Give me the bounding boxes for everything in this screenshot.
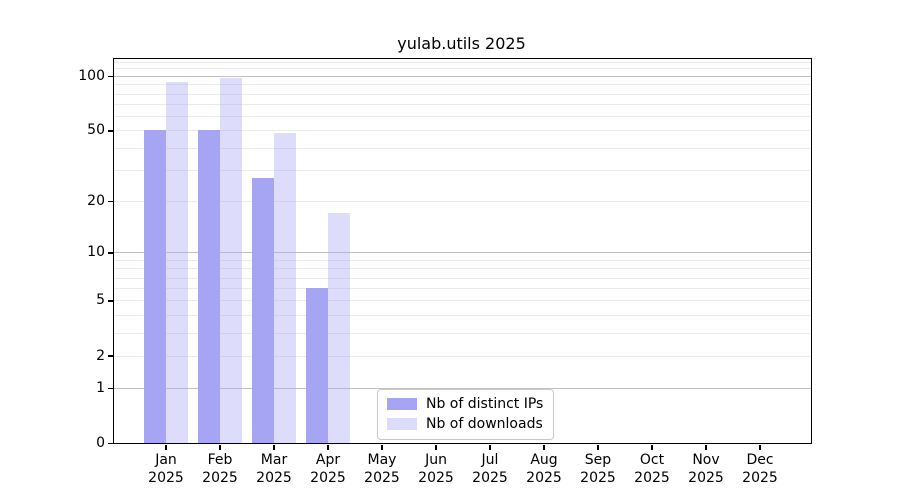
x-tick-label: Dec 2025 <box>742 452 778 486</box>
x-tick-mark <box>327 444 329 450</box>
minor-gridline <box>114 200 811 202</box>
minor-gridline <box>114 268 811 270</box>
minor-gridline <box>114 84 811 86</box>
minor-gridline <box>114 116 811 118</box>
x-tick-mark <box>543 444 545 450</box>
y-tick-mark <box>107 442 114 445</box>
x-tick-label: Jul 2025 <box>472 452 508 486</box>
y-tick-label: 10 <box>87 244 105 261</box>
minor-gridline <box>114 259 811 261</box>
x-tick-label: Feb 2025 <box>202 452 238 486</box>
legend-label-downloads: Nb of downloads <box>426 416 543 432</box>
x-tick-mark <box>219 444 221 450</box>
x-tick-mark <box>435 444 437 450</box>
y-tick-label: 50 <box>87 122 105 139</box>
legend-item-downloads: Nb of downloads <box>387 416 543 432</box>
bar-distinct-ips <box>143 130 166 443</box>
minor-gridline <box>114 130 811 132</box>
minor-gridline <box>114 332 811 334</box>
x-tick-mark <box>165 444 167 450</box>
minor-gridline <box>114 288 811 290</box>
x-tick-label: Apr 2025 <box>310 452 346 486</box>
x-tick-mark <box>597 444 599 450</box>
x-tick-label: Oct 2025 <box>634 452 670 486</box>
minor-gridline <box>114 68 811 70</box>
bar-downloads <box>219 77 242 443</box>
minor-gridline <box>114 61 811 63</box>
x-tick-label: Aug 2025 <box>526 452 562 486</box>
major-gridline <box>114 387 811 389</box>
legend-swatch-downloads <box>387 418 417 430</box>
y-tick-label: 2 <box>96 347 105 364</box>
y-tick-mark <box>107 200 114 203</box>
legend-swatch-distinct-ips <box>387 398 417 410</box>
y-tick-mark <box>107 130 114 132</box>
y-tick-mark <box>107 75 114 78</box>
x-tick-mark <box>489 444 491 450</box>
x-tick-label: Jan 2025 <box>148 452 184 486</box>
x-tick-mark <box>651 444 653 450</box>
y-tick-mark <box>107 387 114 390</box>
plot-area <box>113 58 812 444</box>
x-tick-mark <box>381 444 383 450</box>
bar-distinct-ips <box>251 178 274 443</box>
x-tick-label: Mar 2025 <box>256 452 292 486</box>
major-gridline <box>114 252 811 254</box>
x-tick-label: Nov 2025 <box>688 452 724 486</box>
minor-gridline <box>114 315 811 316</box>
y-tick-label: 5 <box>96 292 105 309</box>
legend: Nb of distinct IPs Nb of downloads <box>377 389 555 440</box>
chart-title: yulab.utils 2025 <box>397 34 526 53</box>
x-tick-label: Jun 2025 <box>418 452 454 486</box>
y-tick-label: 100 <box>78 67 105 84</box>
x-tick-mark <box>273 444 275 450</box>
bar-downloads <box>327 213 350 443</box>
x-tick-mark <box>759 444 761 450</box>
bar-downloads <box>273 133 296 443</box>
minor-gridline <box>114 93 811 95</box>
legend-label-distinct-ips: Nb of distinct IPs <box>426 396 544 412</box>
y-tick-label: 20 <box>87 192 105 209</box>
minor-gridline <box>114 355 811 357</box>
x-tick-label: Sep 2025 <box>580 452 616 486</box>
y-tick-label: 1 <box>96 379 105 396</box>
minor-gridline <box>114 300 811 302</box>
minor-gridline <box>114 169 811 171</box>
y-tick-mark <box>107 252 114 254</box>
bar-downloads <box>165 81 188 443</box>
y-tick-label: 0 <box>96 435 105 451</box>
x-tick-mark <box>705 444 707 450</box>
bar-distinct-ips <box>197 130 220 443</box>
legend-item-distinct-ips: Nb of distinct IPs <box>387 396 543 412</box>
major-gridline <box>114 75 811 77</box>
y-tick-mark <box>107 355 114 357</box>
minor-gridline <box>114 103 811 105</box>
bar-distinct-ips <box>305 288 328 443</box>
x-tick-label: May 2025 <box>364 452 400 486</box>
minor-gridline <box>114 277 811 279</box>
y-tick-mark <box>107 300 114 302</box>
minor-gridline <box>114 147 811 149</box>
